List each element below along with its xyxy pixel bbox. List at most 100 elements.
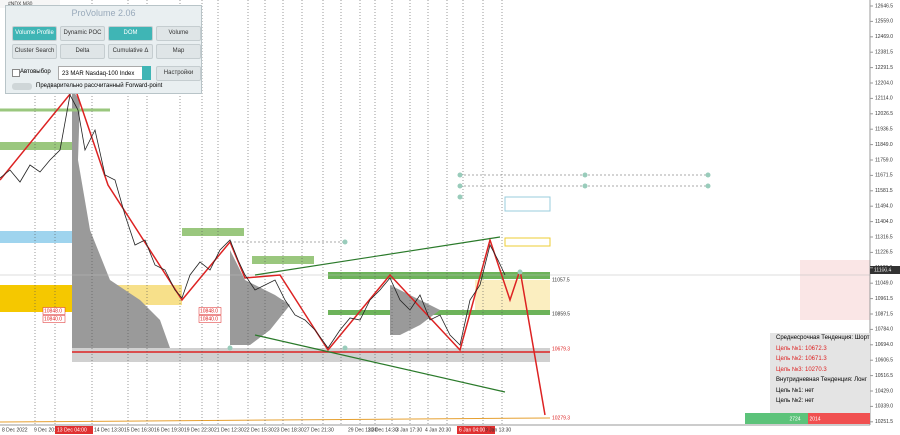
panel-button[interactable]: Dynamic POC [60, 26, 105, 41]
profile-zone [72, 348, 550, 362]
price-label: 10606.5 [875, 358, 893, 364]
price-label: 12381.5 [875, 50, 893, 56]
panel-button[interactable]: Cumulative Δ [108, 44, 153, 59]
dropdown-arrow[interactable] [142, 66, 151, 80]
date-label: 22 Dec 15:30 [244, 427, 274, 433]
panel-button[interactable]: Map [156, 44, 201, 59]
intra-trend: Внутридневная Тенденция: Лонг [776, 377, 867, 383]
price-label: 10516.5 [875, 373, 893, 379]
date-label: 27 Dec 21:30 [304, 427, 334, 433]
panel-button[interactable]: Volume [156, 26, 201, 41]
checkbox[interactable] [12, 69, 20, 77]
price-label: 12026.5 [875, 111, 893, 117]
date-label: 9 Jan 13:30 [485, 427, 511, 433]
level-line [0, 417, 551, 423]
profile-zone [182, 228, 244, 236]
dom-profile [800, 260, 870, 320]
price-label: 11936.5 [875, 127, 893, 133]
price-label: 12559.0 [875, 19, 893, 25]
date-highlight [55, 426, 93, 434]
buy-count: 2724 [789, 416, 800, 422]
anchor-dot [705, 172, 711, 178]
trend-line [254, 236, 501, 276]
profile-zone [328, 272, 550, 279]
price-label: 10339.0 [875, 404, 893, 410]
trend-line [254, 334, 506, 393]
panel-title: ProVolume 2.06 [71, 8, 136, 18]
price-label: 12114.0 [875, 96, 893, 102]
level-label: 11057.5 [552, 277, 570, 283]
date-label: 16 Dec 19:30 [154, 427, 184, 433]
date-highlight [457, 426, 495, 434]
instrument: 23 MAR Nasdaq-100 Index [62, 71, 135, 77]
info-box: Среднесрочная Тенденция: Шорт Цель №1: 1… [770, 333, 870, 413]
level-box [198, 307, 222, 315]
price-label: 11671.5 [875, 173, 893, 179]
settings-button[interactable]: Настройки [156, 66, 201, 81]
panel-button[interactable]: Delta [60, 44, 105, 59]
price-label: 11581.5 [875, 188, 893, 194]
mid-trend: Среднесрочная Тенденция: Шорт [776, 335, 870, 341]
panel-button[interactable]: Cluster Search [12, 44, 57, 59]
date-label: 13 Dec 04:00 [57, 427, 87, 433]
profile-zone [504, 237, 551, 247]
panel-button[interactable]: Volume Profile [12, 26, 57, 41]
price-label: 11139.0 [875, 265, 893, 271]
anchor-dot [457, 172, 463, 178]
target: Цель №3: 10270.3 [776, 366, 827, 373]
price-label: 12204.0 [875, 80, 893, 86]
level-box [198, 315, 222, 323]
anchor-dot [582, 183, 588, 189]
profile-zone [328, 310, 550, 315]
price-axis [870, 0, 900, 435]
autoselect-label: Автовыбор [20, 69, 51, 75]
symbol-bg [0, 0, 60, 8]
volume-profile [72, 90, 170, 348]
panel-button[interactable]: DOM [108, 26, 153, 41]
date-label: 19 Dec 22:30 [184, 427, 214, 433]
anchor-dot [457, 194, 463, 200]
price-label: 10784.0 [875, 327, 893, 333]
price-label: 12469.0 [875, 34, 893, 40]
price-line [0, 93, 506, 349]
buy-bar [745, 413, 808, 424]
volume-profile [230, 250, 290, 345]
price-label: 12291.5 [875, 65, 893, 71]
price-label: 10871.5 [875, 311, 893, 317]
profile-zone [475, 280, 550, 310]
date-label: 21 Dec 12:30 [214, 427, 244, 433]
drawing [0, 0, 870, 425]
price-label: 10961.5 [875, 296, 893, 302]
instrument-select[interactable]: 23 MAR Nasdaq-100 Index [58, 66, 150, 80]
level-label: 10279.3 [552, 415, 570, 421]
zigzag [0, 86, 546, 416]
sell-bar [808, 413, 870, 424]
price-label: 11049.0 [875, 281, 893, 287]
forward-label: Предварительно рассчитанный Forward-poin… [36, 83, 163, 89]
sell-count: 2014 [809, 416, 820, 422]
toggle[interactable] [12, 83, 32, 90]
date-label: 14 Dec 13:30 [94, 427, 124, 433]
anchor-dot [582, 172, 588, 178]
symbol: #NDX,M30 [8, 1, 33, 7]
anchor-dot [342, 239, 348, 245]
anchor-dot [517, 269, 523, 275]
price-label: 11404.0 [875, 219, 893, 225]
level-box [42, 307, 66, 315]
level-box [42, 315, 66, 323]
level-label: 10859.5 [552, 311, 570, 317]
level-box-label: 10848.0 [44, 308, 62, 314]
profile-zone [0, 142, 72, 150]
date-label: 6 Jan 04:00 [459, 427, 485, 433]
price-label: 11494.0 [875, 204, 893, 210]
level-box-label: 10840.0 [44, 316, 62, 322]
level-box-label: 10840.0 [200, 316, 218, 322]
price-label: 10251.5 [875, 419, 893, 425]
target: Цель №2: нет [776, 398, 815, 404]
date-label: 30 Dec 14:30 [368, 427, 398, 433]
date-label: 23 Dec 18:30 [274, 427, 304, 433]
profile-zone [0, 231, 72, 243]
level-box-label: 10848.0 [200, 308, 218, 314]
